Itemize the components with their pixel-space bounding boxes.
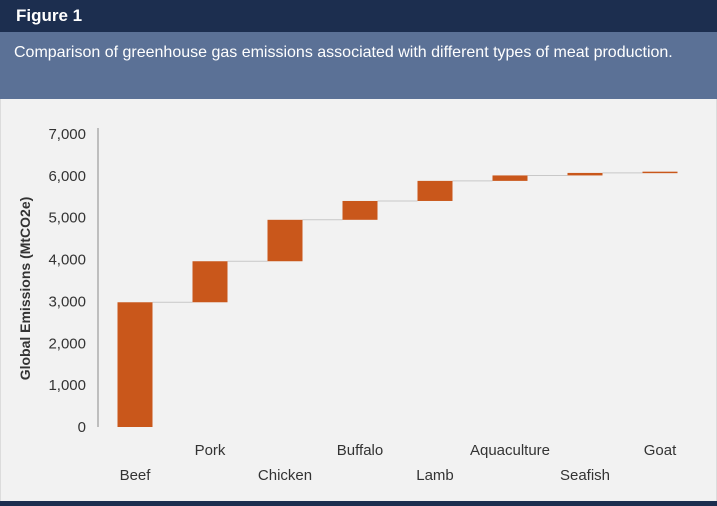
bar-chicken [267,219,303,262]
x-tick-label: Goat [644,442,677,459]
y-tick-label: 0 [78,419,86,436]
figure-label: Figure 1 [0,0,717,32]
bar-aquaculture [492,175,528,181]
x-tick-label: Beef [120,467,152,484]
y-tick-label: 2,000 [48,335,86,352]
bar-beef [117,302,153,427]
waterfall-chart: 0 1,000 2,000 3,000 4,000 5,000 6,000 7,000 Glob… [17,126,678,484]
plot-panel: 0 1,000 2,000 3,000 4,000 5,000 6,000 7,000 Glob… [0,99,717,501]
x-tick-label: Buffalo [337,442,383,459]
y-tick-label: 7,000 [48,126,86,143]
x-tick-label: Seafish [560,467,610,484]
y-tick-label: 5,000 [48,210,86,227]
y-tick-label: 3,000 [48,293,86,310]
x-tick-label: Lamb [416,467,454,484]
x-tick-label: Aquaculture [470,442,550,459]
bar-lamb [417,180,453,201]
bar-pork [192,261,228,303]
bar-buffalo [342,200,378,220]
bar-seafish [567,172,603,176]
x-tick-label: Chicken [258,467,312,484]
y-tick-label: 4,000 [48,252,86,269]
chart-title: Comparison of greenhouse gas emissions a… [0,32,717,99]
y-tick-label: 1,000 [48,377,86,394]
bottom-rule [0,501,717,506]
y-axis-title: Global Emissions (MtCO2e) [17,197,33,381]
y-tick-label: 6,000 [48,168,86,185]
x-tick-label: Pork [195,442,226,459]
bar-goat [642,171,678,174]
